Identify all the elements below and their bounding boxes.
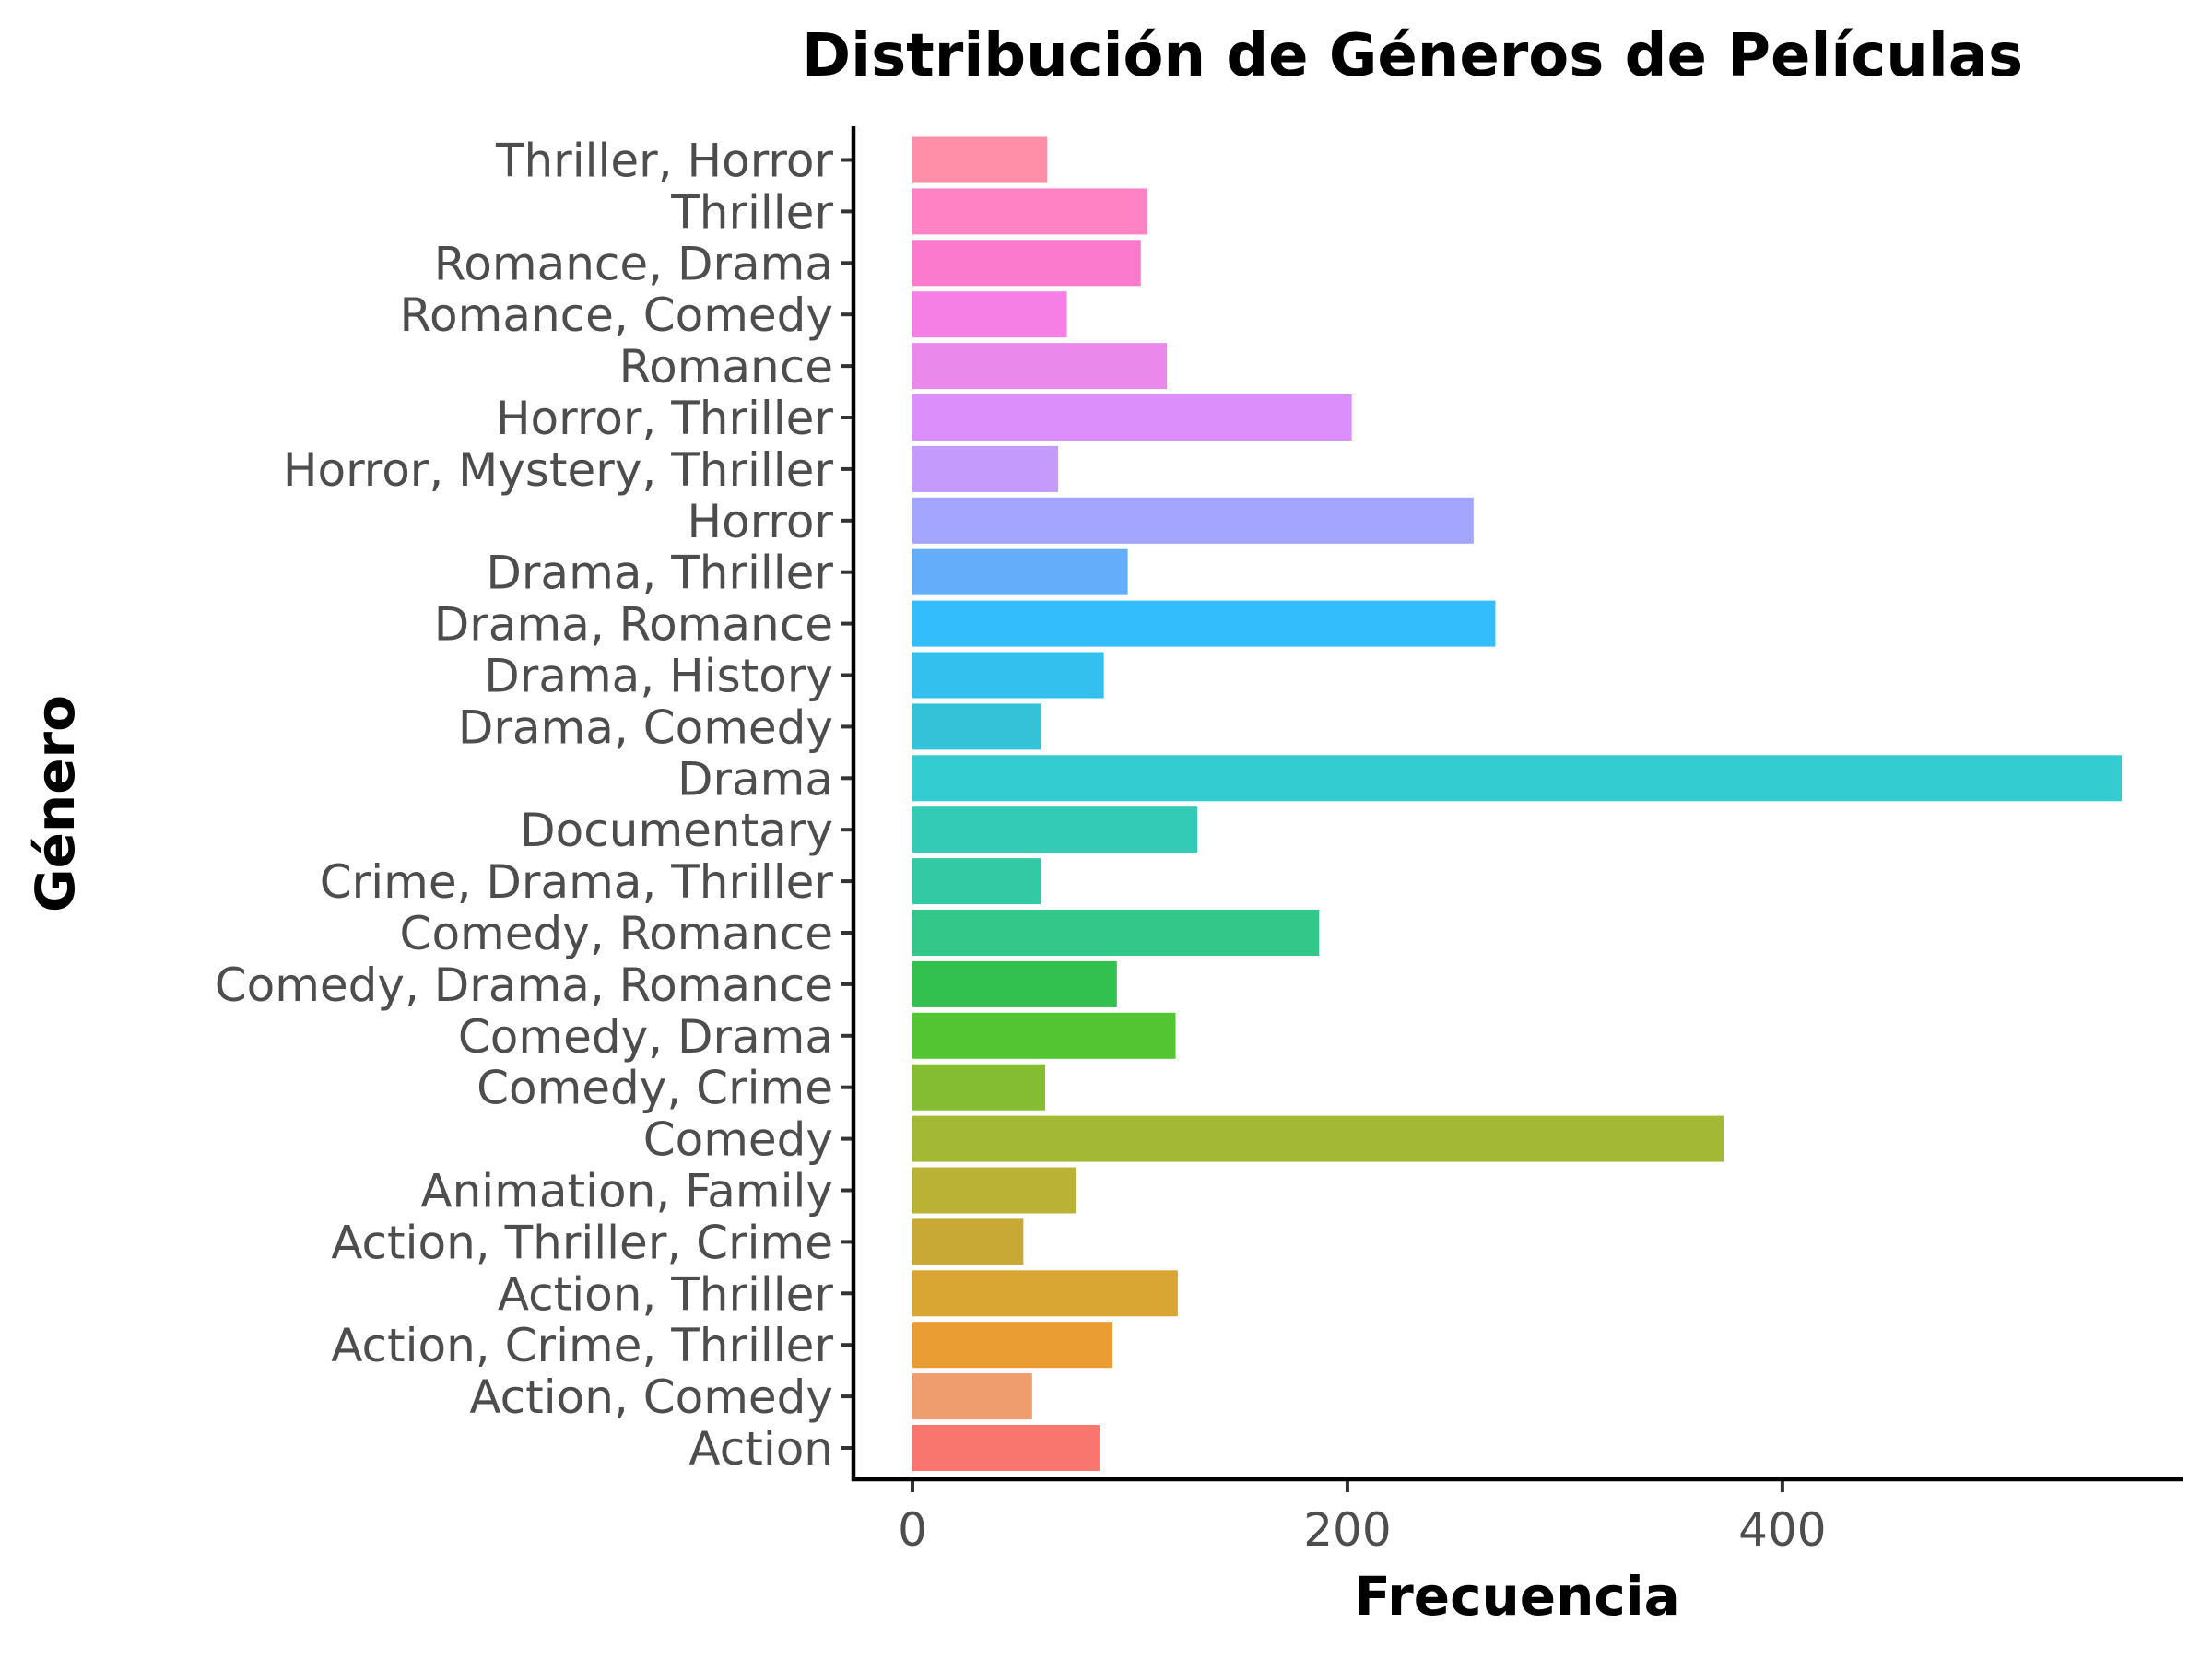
bar-romance [912, 343, 1168, 390]
y-tick-label: Crime, Drama, Thriller [320, 855, 834, 909]
y-tick-label: Comedy [643, 1113, 833, 1167]
y-tick-label: Drama [677, 752, 833, 806]
y-tick-label: Action, Thriller [498, 1267, 834, 1321]
bar-documentary [912, 806, 1198, 853]
bar-action-comedy [912, 1373, 1032, 1420]
y-tick-label: Drama, History [484, 650, 833, 703]
y-tick-label: Romance, Drama [434, 237, 833, 290]
y-tick-label: Action, Crime, Thriller [331, 1319, 833, 1372]
y-tick-label: Action [688, 1422, 833, 1476]
y-tick-label: Animation, Family [420, 1165, 833, 1218]
bar-horror-thriller [912, 394, 1352, 441]
x-tick-label: 200 [1303, 1503, 1391, 1557]
x-tick-label: 400 [1738, 1503, 1826, 1557]
bar-action-crime-thriller [912, 1322, 1113, 1369]
y-tick-label: Horror [688, 495, 834, 548]
bar-thriller-horror [912, 136, 1048, 183]
bar-comedy [912, 1115, 1724, 1162]
bar-drama-thriller [912, 548, 1128, 595]
bar-comedy-drama-romance [912, 960, 1117, 1007]
bar-animation-family [912, 1167, 1076, 1214]
y-tick-label: Drama, Comedy [458, 700, 833, 754]
y-tick-label: Thriller [670, 185, 833, 239]
x-tick-label: 0 [898, 1503, 927, 1557]
y-tick-label: Drama, Romance [434, 598, 833, 652]
bar-drama-history [912, 652, 1104, 699]
bar-comedy-romance [912, 910, 1320, 956]
y-tick-label: Comedy, Drama, Romance [215, 959, 833, 1012]
y-tick-label: Comedy, Drama [458, 1010, 833, 1064]
bars-group [912, 136, 2122, 1471]
bar-horror [912, 497, 1474, 544]
y-tick-label: Romance [619, 340, 833, 394]
y-tick-label: Thriller, Horror [495, 135, 833, 188]
bar-comedy-crime [912, 1064, 1045, 1111]
bar-drama-comedy [912, 703, 1041, 750]
y-tick-label: Horror, Mystery, Thriller [283, 443, 834, 497]
y-axis-title: Género [24, 695, 87, 912]
bar-romance-drama [912, 240, 1141, 287]
y-tick-label: Drama, Thriller [486, 547, 833, 600]
y-tick-label: Documentary [520, 804, 833, 857]
chart-title: Distribución de Géneros de Películas [802, 22, 2023, 90]
bar-action [912, 1425, 1100, 1471]
bar-horror-mystery-thriller [912, 445, 1059, 492]
y-tick-label: Romance, Comedy [400, 288, 833, 342]
x-axis-ticks: 0 200 400 [898, 1479, 1827, 1557]
bar-comedy-drama [912, 1012, 1176, 1059]
bar-thriller [912, 188, 1147, 235]
bar-action-thriller [912, 1270, 1178, 1317]
bar-drama [912, 755, 2122, 802]
bar-crime-drama-thriller [912, 858, 1041, 905]
y-tick-label: Comedy, Crime [477, 1062, 833, 1115]
bar-drama-romance [912, 600, 1496, 647]
y-tick-label: Action, Thriller, Crime [331, 1216, 833, 1269]
y-tick-label: Horror, Thriller [496, 392, 833, 445]
bar-romance-comedy [912, 291, 1067, 338]
y-tick-label: Action, Comedy [469, 1371, 833, 1424]
x-axis-title: Frecuencia [1354, 1565, 1680, 1628]
y-tick-label: Comedy, Romance [400, 907, 833, 960]
bar-action-thriller-crime [912, 1218, 1024, 1265]
